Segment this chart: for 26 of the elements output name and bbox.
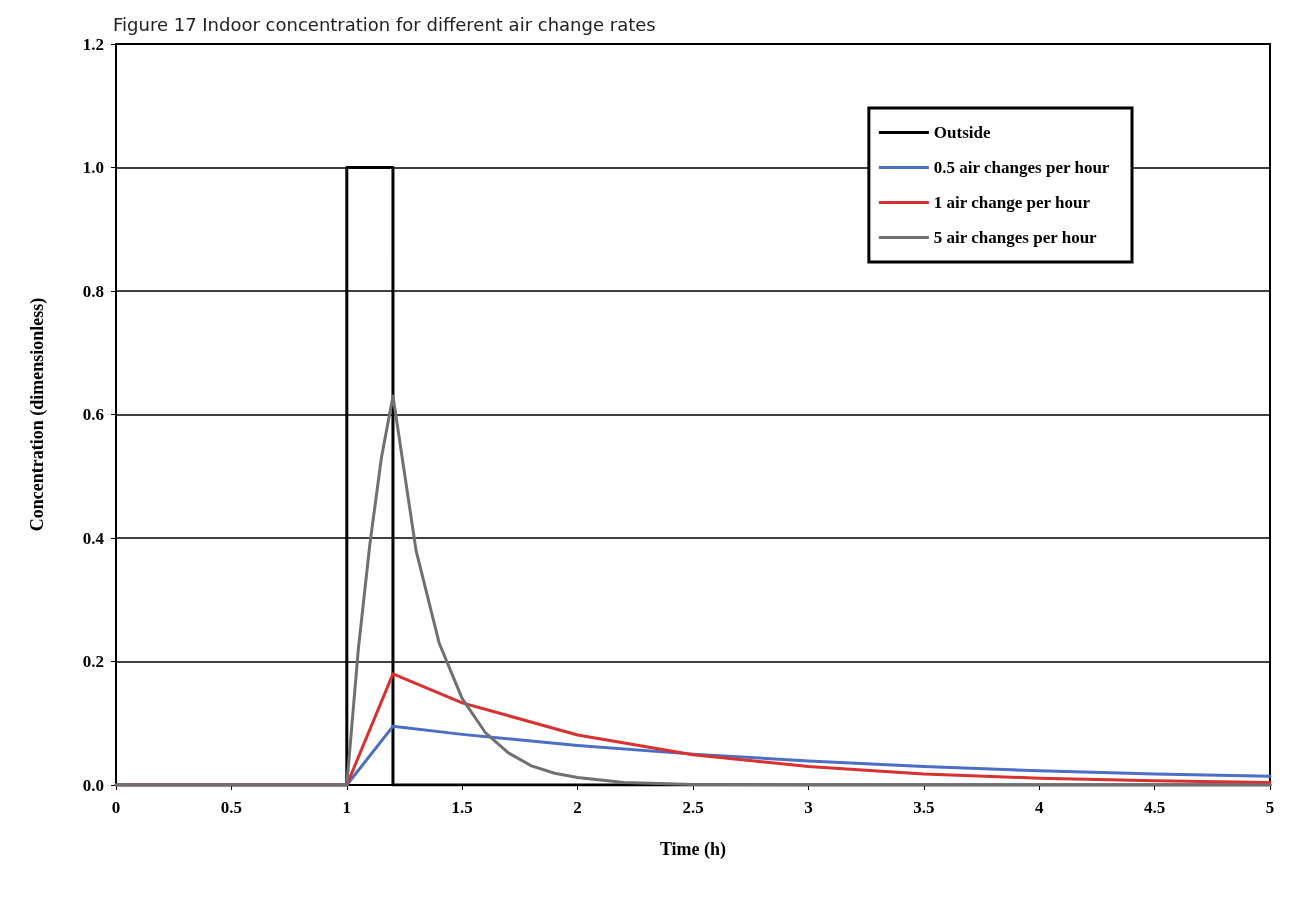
- legend-label: 0.5 air changes per hour: [933, 158, 1110, 177]
- y-tick-label: 0.8: [82, 281, 104, 301]
- x-tick-label: 2: [573, 798, 582, 817]
- x-tick-label: 4.5: [1143, 798, 1166, 817]
- x-axis-title: Time (h): [659, 839, 727, 860]
- x-tick-label: 4: [1034, 798, 1044, 817]
- y-tick-label: 1.0: [82, 158, 104, 177]
- y-tick-label: 0.2: [82, 652, 104, 671]
- y-tick-label: 0.6: [82, 405, 104, 424]
- x-tick-label: 0.5: [220, 798, 243, 817]
- legend-label: Outside: [933, 123, 991, 142]
- y-tick-label: 0.0: [82, 775, 104, 795]
- x-tick-label: 1: [342, 798, 352, 817]
- x-tick-label: 5: [1265, 798, 1275, 817]
- x-tick-label: 2.5: [682, 798, 704, 817]
- y-tick-label: 0.4: [82, 528, 105, 548]
- x-tick-label: 3.5: [913, 798, 935, 817]
- y-axis-title: Concentration (dimensionless): [27, 297, 48, 532]
- legend-label: 5 air changes per hour: [933, 228, 1098, 247]
- x-tick-label: 3: [804, 798, 813, 817]
- line-series: [114, 394, 1272, 787]
- x-tick-label: 0: [111, 798, 121, 817]
- chart-title: Figure 17 Indoor concentration for different air change rates: [113, 13, 656, 35]
- x-tick-label: 1.5: [451, 798, 473, 817]
- legend-label: 1 air change per hour: [933, 193, 1091, 212]
- y-tick-label: 1.2: [82, 34, 104, 54]
